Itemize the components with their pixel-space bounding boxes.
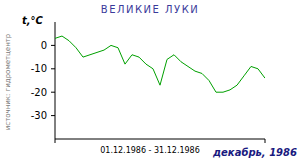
y-label: t,°C bbox=[22, 15, 44, 26]
temperature-line bbox=[55, 36, 265, 92]
y-tick-label: 0 bbox=[41, 40, 47, 51]
y-tick bbox=[51, 115, 55, 116]
x-axis bbox=[55, 139, 265, 140]
source: источник: гидрометцентр bbox=[4, 33, 12, 130]
title: ВЕЛИКИЕ ЛУКИ bbox=[101, 4, 199, 15]
chart: ВЕЛИКИЕ ЛУКИ t,°C источник: гидрометцентр 0… bbox=[0, 0, 300, 160]
x-tick bbox=[55, 139, 56, 143]
y-tick bbox=[51, 45, 55, 46]
y-axis bbox=[55, 22, 56, 139]
x-tick bbox=[265, 139, 266, 143]
caption: декабрь, 1986 bbox=[212, 147, 297, 158]
y-tick bbox=[51, 68, 55, 69]
y-tick-label: -10 bbox=[31, 63, 47, 74]
y-tick bbox=[51, 92, 55, 93]
y-tick-label: -20 bbox=[31, 87, 47, 98]
y-tick-label: -30 bbox=[31, 110, 47, 121]
x-label: 01.12.1986 - 31.12.1986 bbox=[100, 146, 200, 155]
plot bbox=[55, 36, 265, 92]
